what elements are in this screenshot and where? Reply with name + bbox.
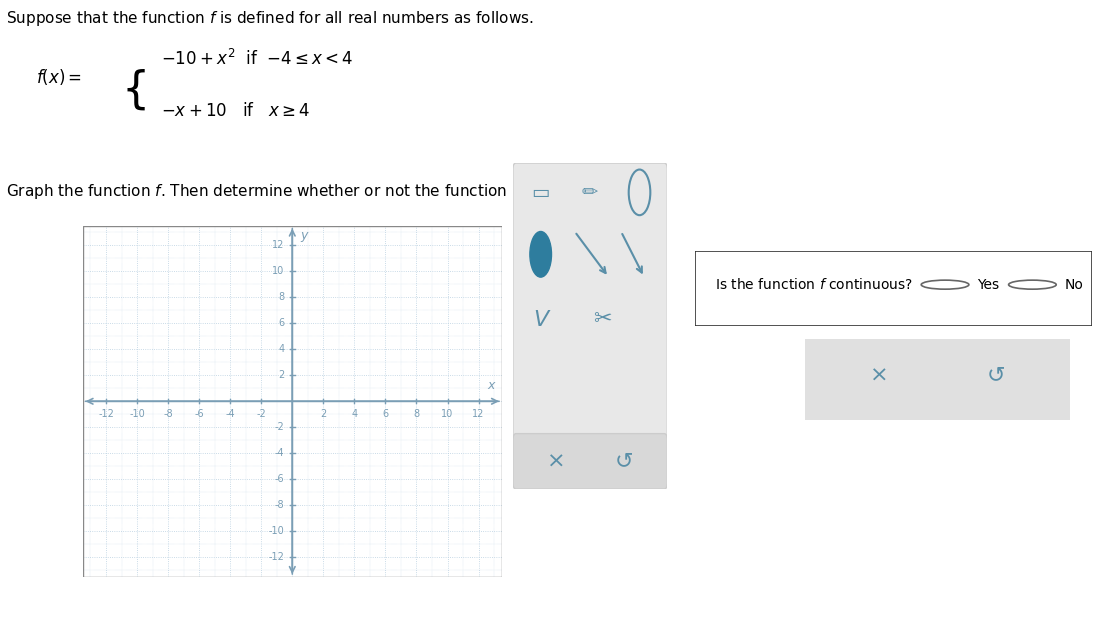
Text: -8: -8 [163,409,173,419]
Text: 4: 4 [352,409,357,419]
Text: No: No [1064,278,1083,292]
Text: -2: -2 [275,423,285,432]
Text: 4: 4 [278,344,285,354]
Text: $y$: $y$ [300,229,310,244]
FancyBboxPatch shape [797,336,1078,423]
Text: $\{$: $\{$ [121,66,146,112]
Text: $f(x) =$: $f(x) =$ [36,66,83,87]
Text: 6: 6 [278,319,285,329]
Text: V: V [533,310,548,330]
Text: Suppose that the function $f$ is defined for all real numbers as follows.: Suppose that the function $f$ is defined… [7,9,534,28]
Text: 2: 2 [320,409,326,419]
Text: Is the function $f$ continuous?: Is the function $f$ continuous? [715,277,912,292]
Text: ▭: ▭ [532,183,550,202]
Text: $x$: $x$ [488,379,497,392]
Text: ↺: ↺ [986,366,1005,385]
Text: -12: -12 [98,409,114,419]
Text: ✏: ✏ [582,183,598,202]
Text: 2: 2 [278,371,285,380]
Text: -4: -4 [275,448,285,458]
Text: -6: -6 [194,409,204,419]
Text: -8: -8 [275,500,285,510]
Text: Graph the function $f$. Then determine whether or not the function is continuous: Graph the function $f$. Then determine w… [7,182,618,201]
Text: ×: × [870,366,889,385]
FancyBboxPatch shape [513,434,667,489]
Circle shape [529,231,552,277]
Text: 8: 8 [414,409,419,419]
Text: -4: -4 [225,409,235,419]
FancyBboxPatch shape [513,163,667,456]
Text: -10: -10 [129,409,144,419]
Text: -6: -6 [275,474,285,484]
Text: 6: 6 [383,409,388,419]
Text: 12: 12 [272,240,285,250]
Text: Yes: Yes [977,278,999,292]
Text: 12: 12 [472,409,484,419]
Text: -12: -12 [269,552,285,562]
FancyBboxPatch shape [695,251,1092,326]
Text: -10: -10 [269,526,285,536]
Text: ↺: ↺ [614,451,633,472]
Text: ×: × [547,451,566,472]
Text: 10: 10 [441,409,453,419]
Text: $-x+10$   if   $x \geq 4$: $-x+10$ if $x \geq 4$ [161,102,310,120]
Text: -2: -2 [256,409,266,419]
Text: $-10+x^{2}$  if  $-4 \leq x < 4$: $-10+x^{2}$ if $-4 \leq x < 4$ [161,49,353,69]
Text: ✂: ✂ [593,310,612,330]
Text: 10: 10 [272,266,285,277]
Text: 8: 8 [278,292,285,302]
